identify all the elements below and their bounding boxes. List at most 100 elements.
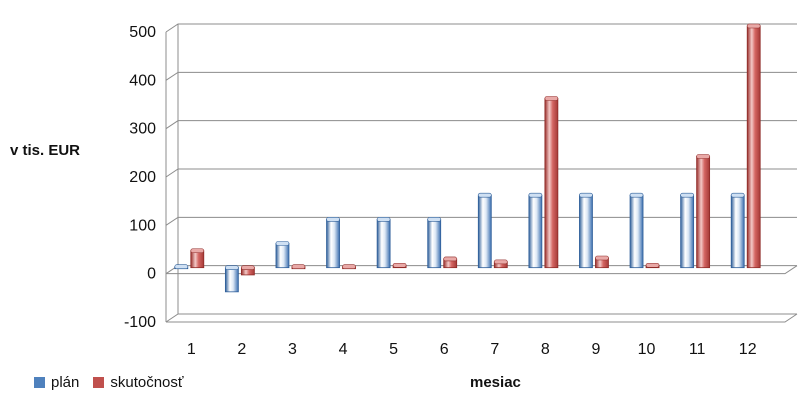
y-tick-label: 200 <box>129 169 156 186</box>
y-tick-label: 400 <box>129 72 156 89</box>
bar-plan <box>730 192 745 269</box>
bar-cap <box>579 192 593 198</box>
x-tick-label: 7 <box>490 341 499 358</box>
x-tick-label: 4 <box>339 341 348 358</box>
bar-face <box>477 194 492 269</box>
bar-plan <box>376 217 391 269</box>
bar-plan <box>680 192 695 269</box>
bar-cap <box>392 262 407 268</box>
bar-cap <box>376 217 391 222</box>
y-tick-label: 300 <box>129 121 156 138</box>
bar-face <box>376 218 391 269</box>
bar-cap <box>342 264 356 270</box>
bar-face <box>224 267 239 293</box>
bar-cap <box>326 217 340 222</box>
y-tick-label: 500 <box>129 24 156 41</box>
bottom-floor-edge <box>166 313 798 323</box>
x-tick-label: 5 <box>389 341 398 358</box>
bar-cap <box>443 256 458 262</box>
bar-cap <box>645 262 660 268</box>
bar-cap <box>528 192 543 198</box>
bar-cap <box>746 23 761 29</box>
bar-actual <box>342 264 356 270</box>
bar-plan <box>629 192 644 269</box>
y-tick-label: 100 <box>129 217 156 234</box>
gridline <box>165 23 797 33</box>
x-tick-label: 8 <box>541 341 550 358</box>
bar-cap <box>680 192 694 198</box>
bar-plan <box>224 265 239 293</box>
y-axis-title: v tis. EUR <box>10 142 81 159</box>
y-tick-label: 0 <box>147 266 156 283</box>
bar-face <box>427 218 442 269</box>
bar-face <box>629 194 644 269</box>
bar-cap <box>595 255 609 261</box>
x-tick-label: 6 <box>440 341 449 358</box>
bar-cap <box>190 248 205 254</box>
bar-actual <box>291 264 306 270</box>
bar-face <box>528 194 543 269</box>
bar-actual <box>240 265 255 276</box>
bar-face <box>696 156 711 269</box>
bar-face <box>579 194 593 269</box>
bar-actual <box>443 256 458 269</box>
bar-cap <box>241 265 255 270</box>
bar-cap <box>291 264 306 270</box>
legend-swatch-plan <box>34 377 45 388</box>
bar-cap <box>427 217 442 222</box>
bar-plan <box>528 192 543 269</box>
x-axis-title: mesiac <box>470 374 521 391</box>
bar-cap <box>730 192 745 198</box>
bar-face <box>275 243 290 269</box>
bars <box>174 23 761 293</box>
bar-actual <box>493 259 508 269</box>
legend-label-actual: skutočnosť <box>110 374 184 391</box>
legend-item-plan: plán <box>34 374 79 391</box>
x-tick-label: 12 <box>739 341 757 358</box>
bar-cap <box>493 259 508 265</box>
bar-cap <box>275 241 290 246</box>
bar-plan <box>275 241 290 269</box>
gridline <box>165 313 797 323</box>
bar-plan <box>326 217 340 269</box>
x-tick-label: 3 <box>288 341 297 358</box>
gridline <box>165 120 797 130</box>
bar-face <box>326 218 340 269</box>
bar-face <box>544 98 559 269</box>
bar-actual <box>595 255 609 269</box>
legend-label-plan: plán <box>51 374 80 391</box>
legend-item-actual: skutočnosť <box>93 374 184 391</box>
bar-actual <box>746 23 761 269</box>
bar-actual <box>696 154 711 269</box>
bar-plan <box>579 192 593 269</box>
bar-actual <box>190 248 205 269</box>
bar-cap <box>696 154 710 159</box>
bar-face <box>746 25 761 269</box>
x-tick-label: 1 <box>187 341 196 358</box>
bar-plan <box>427 217 442 269</box>
bar-face <box>190 250 205 269</box>
bar-actual <box>544 96 559 269</box>
x-tick-label: 11 <box>689 341 706 358</box>
bar-plan <box>477 192 492 269</box>
bar-actual <box>392 262 407 269</box>
x-tick-label: 10 <box>638 341 656 358</box>
bar-face <box>680 194 695 269</box>
y-tick-label: -100 <box>124 314 156 331</box>
x-tick-label: 9 <box>592 341 601 358</box>
bar-actual <box>645 262 660 269</box>
bar-cap <box>629 192 644 198</box>
bar-cap <box>174 264 189 270</box>
bar-cap <box>225 265 239 270</box>
x-tick-labels: 1 2 3 4 5 6 7 8 9 10 11 12 <box>187 341 757 358</box>
legend-swatch-actual <box>93 377 105 388</box>
bar-plan <box>174 264 189 270</box>
x-tick-label: 2 <box>237 341 246 358</box>
grid-layer <box>165 23 798 323</box>
y-tick-labels: -100 0 100 200 300 400 500 <box>124 24 156 331</box>
bar-face <box>730 194 745 269</box>
gridline <box>165 71 797 81</box>
legend: plán skutočnosť <box>34 374 198 391</box>
zero-floor-edge <box>166 265 798 275</box>
